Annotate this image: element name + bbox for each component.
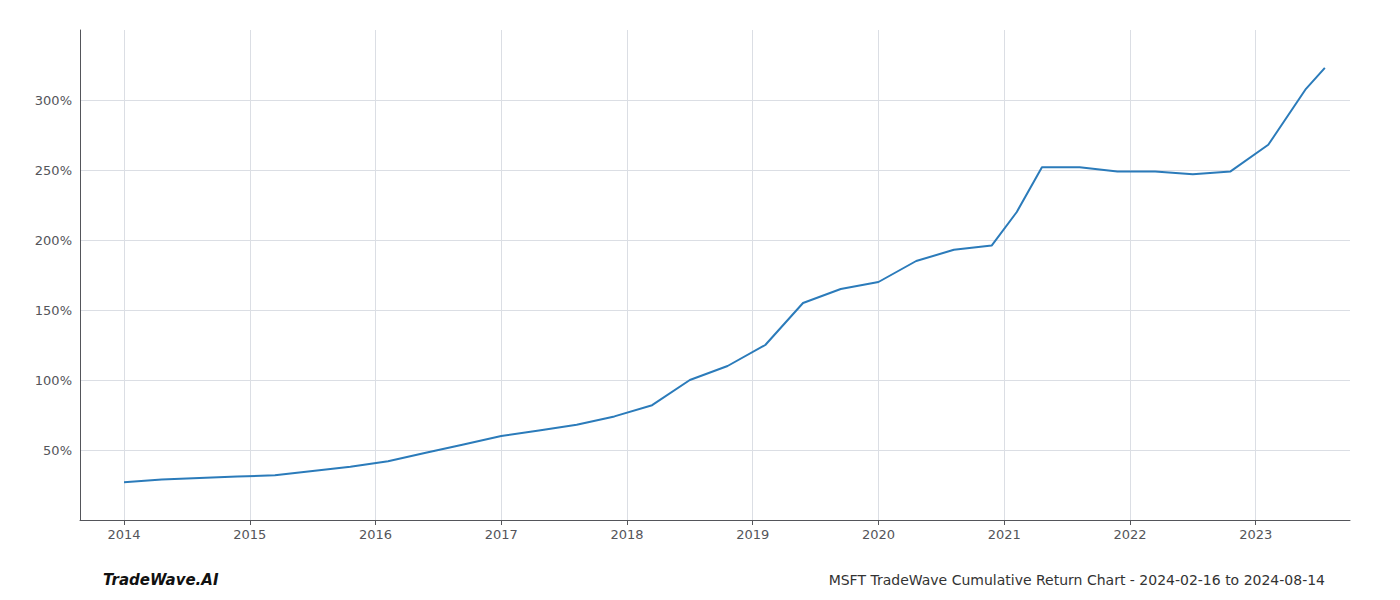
svg-text:2017: 2017 [485,527,518,542]
svg-text:300%: 300% [35,93,72,108]
svg-text:2014: 2014 [107,527,140,542]
svg-text:2015: 2015 [233,527,266,542]
svg-text:2022: 2022 [1113,527,1146,542]
svg-text:2021: 2021 [988,527,1021,542]
svg-text:2016: 2016 [359,527,392,542]
svg-text:200%: 200% [35,233,72,248]
svg-text:250%: 250% [35,163,72,178]
svg-text:100%: 100% [35,373,72,388]
svg-text:2019: 2019 [736,527,769,542]
svg-text:MSFT TradeWave Cumulative Retu: MSFT TradeWave Cumulative Return Chart -… [829,572,1325,588]
svg-text:2018: 2018 [610,527,643,542]
svg-text:TradeWave.AI: TradeWave.AI [103,571,219,589]
svg-text:150%: 150% [35,303,72,318]
svg-text:2023: 2023 [1239,527,1272,542]
svg-text:2020: 2020 [862,527,895,542]
svg-text:50%: 50% [43,443,72,458]
